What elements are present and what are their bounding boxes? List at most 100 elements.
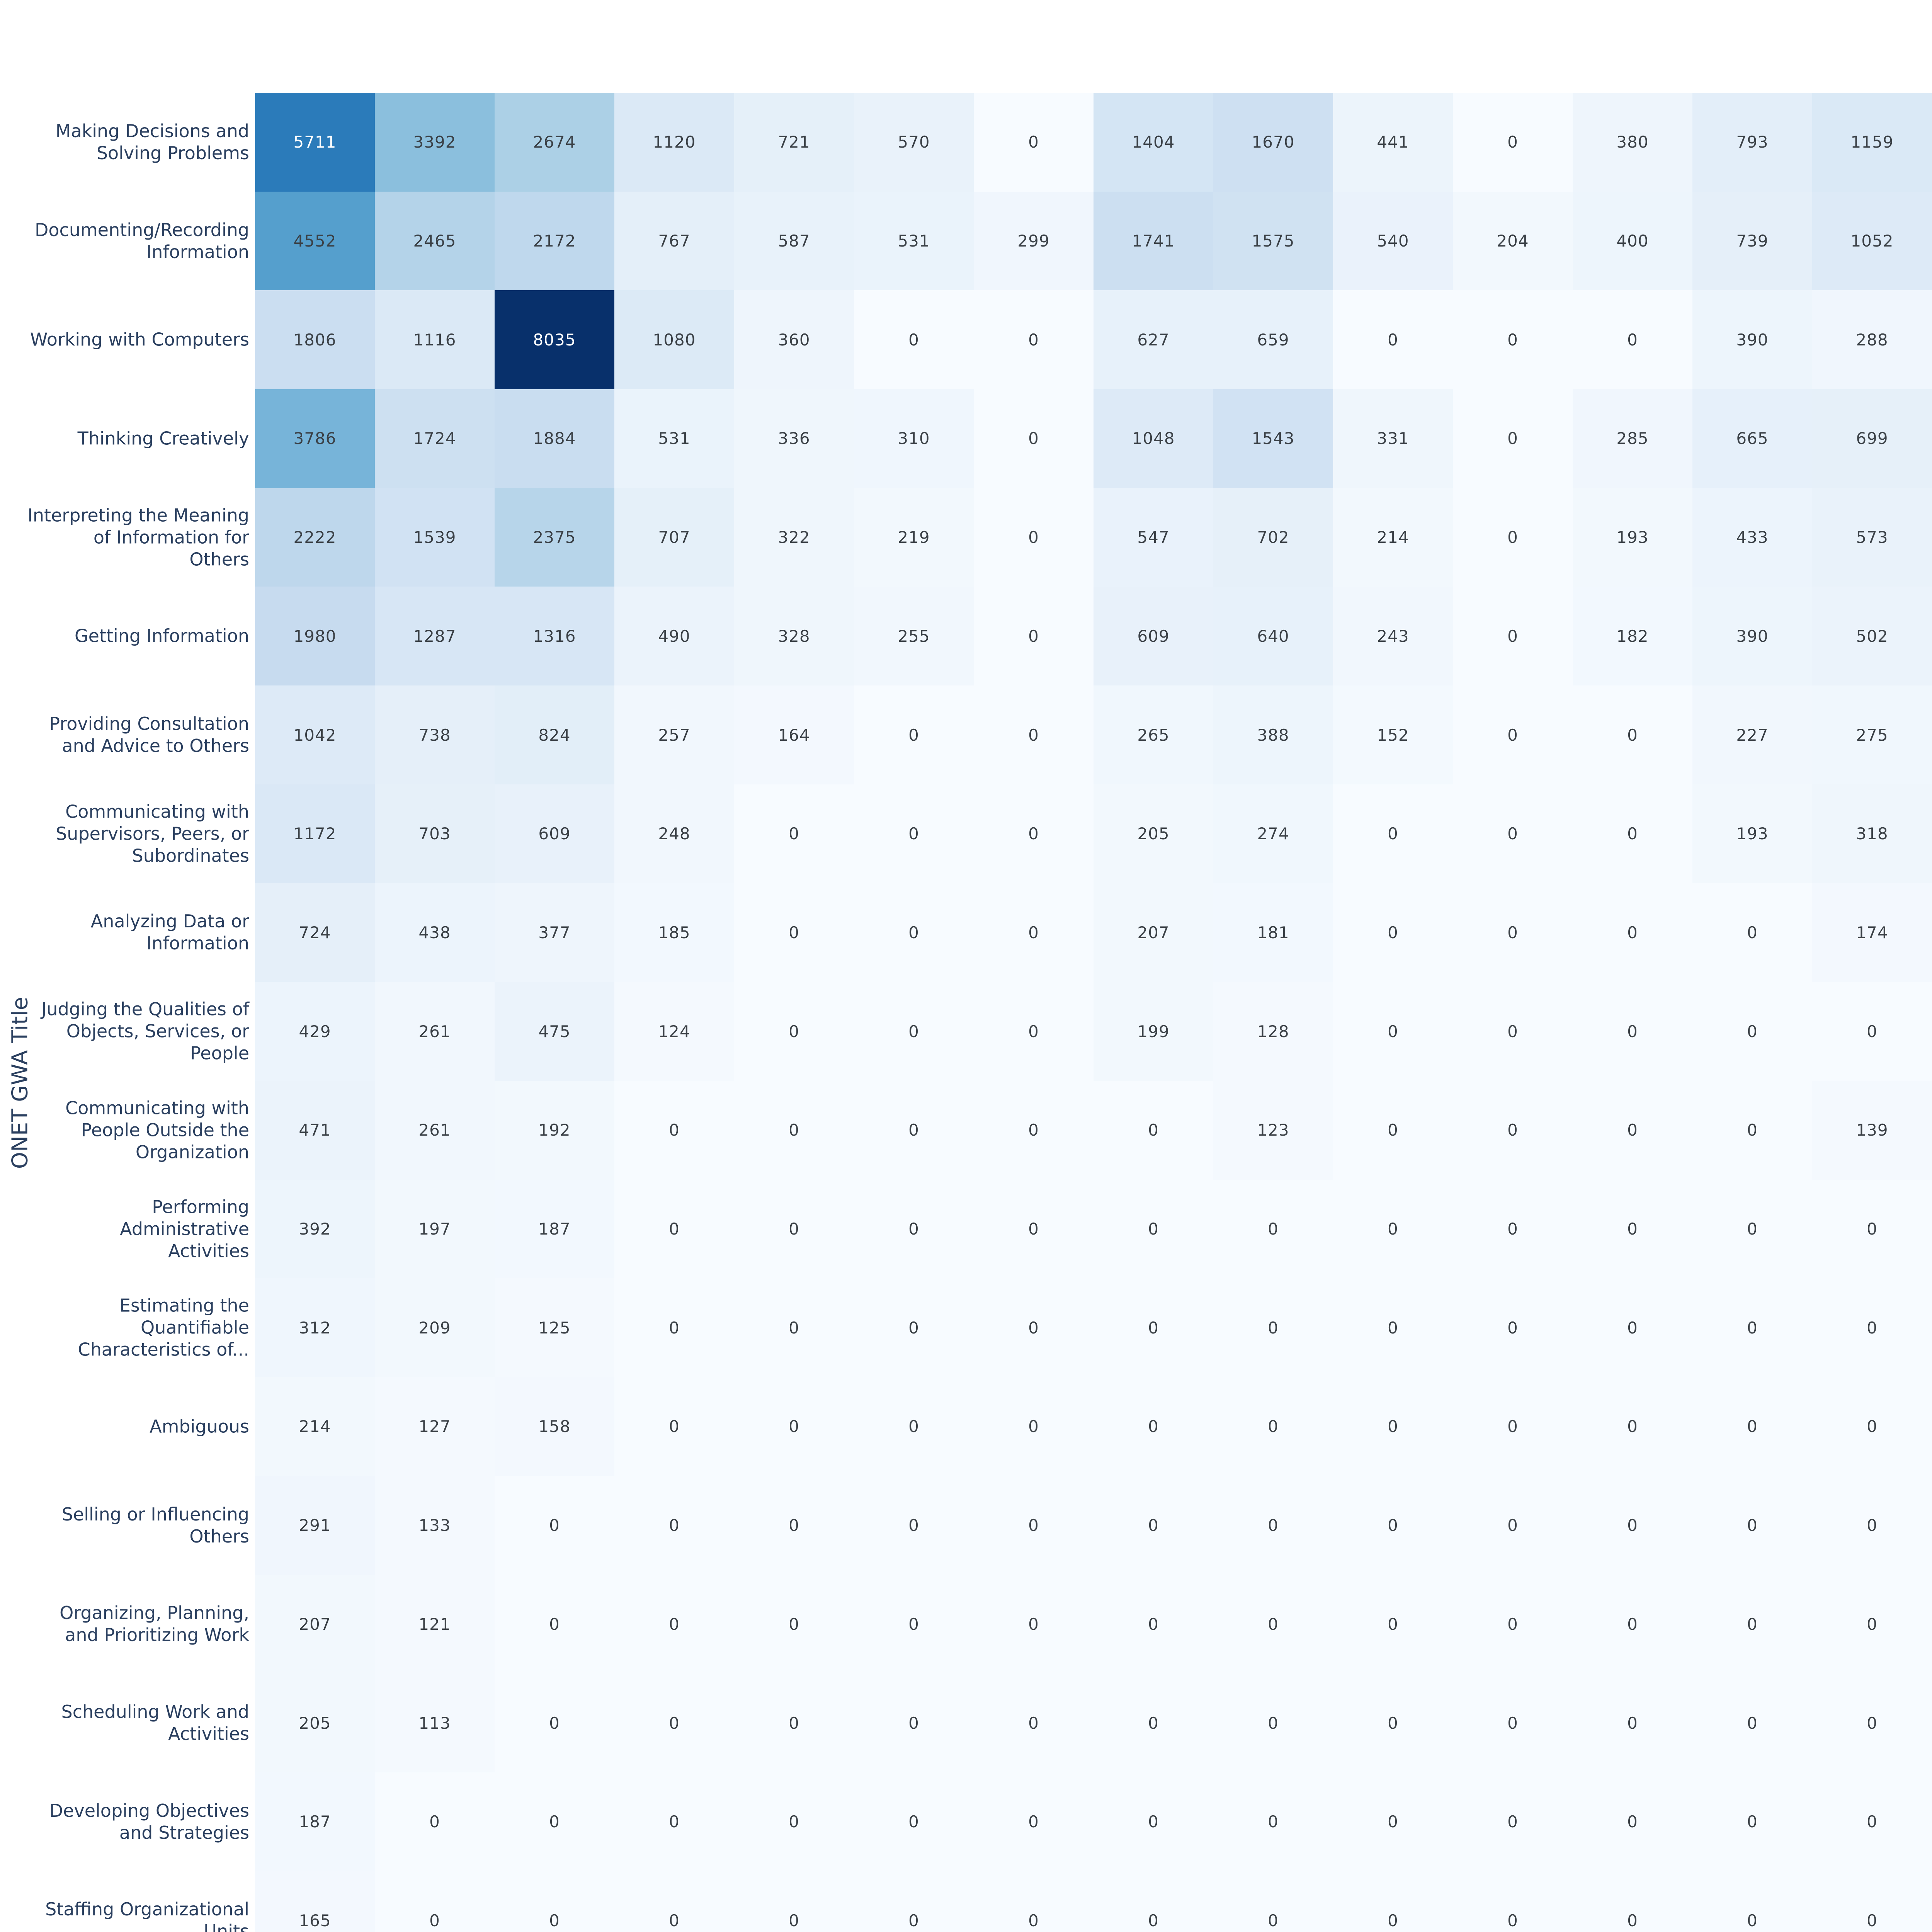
heatmap-cell: 627 xyxy=(1094,290,1213,389)
heatmap-cell: 0 xyxy=(1453,982,1573,1081)
heatmap-cell: 0 xyxy=(974,1575,1094,1674)
y-tick-label: Analyzing Data or Information xyxy=(90,911,249,954)
heatmap-cell: 0 xyxy=(614,1673,734,1772)
heatmap-cell: 214 xyxy=(255,1377,375,1476)
heatmap-cell: 193 xyxy=(1692,784,1812,883)
heatmap-cell: 1980 xyxy=(255,587,375,686)
heatmap-cell: 0 xyxy=(1213,1476,1333,1575)
heatmap-cell: 0 xyxy=(974,1772,1094,1871)
heatmap-cell: 0 xyxy=(1213,1673,1333,1772)
heatmap-cell: 133 xyxy=(375,1476,495,1575)
y-tick-label: Thinking Creatively xyxy=(77,428,249,449)
y-tick-label: Working with Computers xyxy=(30,329,249,350)
heatmap-cell: 0 xyxy=(1333,1278,1453,1378)
heatmap-cell: 0 xyxy=(854,1179,974,1279)
heatmap-cell: 0 xyxy=(1453,1772,1573,1871)
heatmap-cell: 328 xyxy=(734,587,854,686)
heatmap-cell: 127 xyxy=(375,1377,495,1476)
heatmap-cell: 531 xyxy=(854,191,974,291)
heatmap-cell: 0 xyxy=(1692,1673,1812,1772)
heatmap-cell: 299 xyxy=(974,191,1094,291)
heatmap-cell: 0 xyxy=(1573,1871,1692,1932)
heatmap-cell: 0 xyxy=(1213,1772,1333,1871)
heatmap-cell: 185 xyxy=(614,883,734,982)
y-tick-label: Communicating with People Outside the Or… xyxy=(65,1097,249,1163)
heatmap-cell: 128 xyxy=(1213,982,1333,1081)
heatmap-cell: 1042 xyxy=(255,685,375,784)
heatmap-cell: 174 xyxy=(1812,883,1932,982)
heatmap-cell: 0 xyxy=(1333,982,1453,1081)
heatmap-cell: 707 xyxy=(614,488,734,587)
heatmap-cell: 3392 xyxy=(375,93,495,192)
heatmap-cell: 205 xyxy=(1094,784,1213,883)
heatmap-cell: 438 xyxy=(375,883,495,982)
heatmap-cell: 0 xyxy=(854,1871,974,1932)
heatmap-cell: 377 xyxy=(495,883,614,982)
heatmap-cell: 0 xyxy=(614,1377,734,1476)
heatmap-cell: 0 xyxy=(1453,1476,1573,1575)
heatmap-cell: 0 xyxy=(1453,488,1573,587)
heatmap-cell: 0 xyxy=(1692,1179,1812,1279)
heatmap-cell: 0 xyxy=(974,685,1094,784)
y-tick-label: Estimating the Quantifiable Characterist… xyxy=(78,1295,249,1360)
heatmap-cell: 0 xyxy=(614,1575,734,1674)
heatmap-cell: 360 xyxy=(734,290,854,389)
heatmap-cell: 0 xyxy=(974,1179,1094,1279)
heatmap-cell: 0 xyxy=(1812,1476,1932,1575)
heatmap-cell: 0 xyxy=(1333,1179,1453,1279)
heatmap-cell: 0 xyxy=(854,1080,974,1180)
heatmap-cell: 0 xyxy=(854,1673,974,1772)
heatmap-cell: 0 xyxy=(1333,883,1453,982)
heatmap-cell: 824 xyxy=(495,685,614,784)
heatmap-cell: 0 xyxy=(1453,1377,1573,1476)
heatmap-cell: 0 xyxy=(974,1377,1094,1476)
heatmap-cell: 158 xyxy=(495,1377,614,1476)
heatmap-cell: 121 xyxy=(375,1575,495,1674)
heatmap-cell: 0 xyxy=(495,1673,614,1772)
heatmap-cell: 207 xyxy=(1094,883,1213,982)
y-tick-label: Interpreting the Meaning of Information … xyxy=(27,505,249,570)
heatmap-cell: 0 xyxy=(1094,1080,1213,1180)
heatmap-cell: 547 xyxy=(1094,488,1213,587)
heatmap-cell: 0 xyxy=(1573,1772,1692,1871)
heatmap-cell: 0 xyxy=(734,982,854,1081)
heatmap-cell: 2222 xyxy=(255,488,375,587)
y-tick-label: Providing Consultation and Advice to Oth… xyxy=(49,713,249,757)
heatmap-cell: 0 xyxy=(974,784,1094,883)
heatmap-cell: 0 xyxy=(734,1377,854,1476)
heatmap-cell: 429 xyxy=(255,982,375,1081)
heatmap-cell: 0 xyxy=(734,1772,854,1871)
heatmap-cell: 0 xyxy=(854,1476,974,1575)
heatmap-cell: 2674 xyxy=(495,93,614,192)
heatmap-cell: 0 xyxy=(974,1673,1094,1772)
heatmap-cell: 0 xyxy=(375,1871,495,1932)
y-tick-label: Getting Information xyxy=(74,625,249,646)
heatmap-cell: 0 xyxy=(854,1772,974,1871)
heatmap-cell: 2172 xyxy=(495,191,614,291)
heatmap-cell: 331 xyxy=(1333,389,1453,488)
heatmap-cell: 0 xyxy=(1094,1179,1213,1279)
heatmap-cell: 1539 xyxy=(375,488,495,587)
heatmap-cell: 739 xyxy=(1692,191,1812,291)
heatmap-cell: 0 xyxy=(854,784,974,883)
heatmap-cell: 0 xyxy=(734,1673,854,1772)
y-tick-label: Scheduling Work and Activities xyxy=(61,1701,249,1745)
y-tick-label: Making Decisions and Solving Problems xyxy=(55,120,249,163)
heatmap-cell: 0 xyxy=(1812,1278,1932,1378)
heatmap-cell: 0 xyxy=(1692,1278,1812,1378)
heatmap-cell: 738 xyxy=(375,685,495,784)
heatmap-cell: 0 xyxy=(1094,1871,1213,1932)
heatmap-cell: 0 xyxy=(974,1476,1094,1575)
heatmap-cell: 205 xyxy=(255,1673,375,1772)
heatmap-cell: 1052 xyxy=(1812,191,1932,291)
heatmap-cell: 0 xyxy=(734,1179,854,1279)
heatmap-cell: 261 xyxy=(375,1080,495,1180)
heatmap-cell: 165 xyxy=(255,1871,375,1932)
heatmap-cell: 0 xyxy=(1812,1377,1932,1476)
heatmap-cell: 0 xyxy=(1573,1476,1692,1575)
heatmap-cell: 1884 xyxy=(495,389,614,488)
heatmap-cell: 227 xyxy=(1692,685,1812,784)
heatmap-cell: 0 xyxy=(495,1575,614,1674)
heatmap-cell: 702 xyxy=(1213,488,1333,587)
heatmap-cell: 312 xyxy=(255,1278,375,1378)
